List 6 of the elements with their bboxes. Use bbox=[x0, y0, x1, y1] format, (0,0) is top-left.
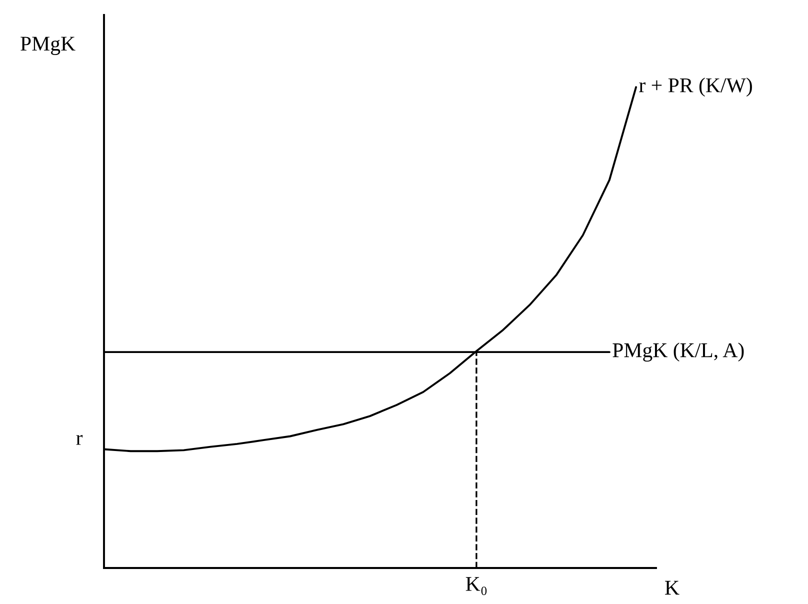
series-label: PMgK (K/L, A) bbox=[612, 342, 744, 362]
y-axis-title: PMgK bbox=[20, 36, 76, 55]
x-axis-title: K bbox=[665, 580, 680, 595]
text: r bbox=[76, 434, 83, 445]
series-label: r + PR (K/W) bbox=[639, 78, 752, 97]
text: K₀ bbox=[466, 577, 487, 596]
